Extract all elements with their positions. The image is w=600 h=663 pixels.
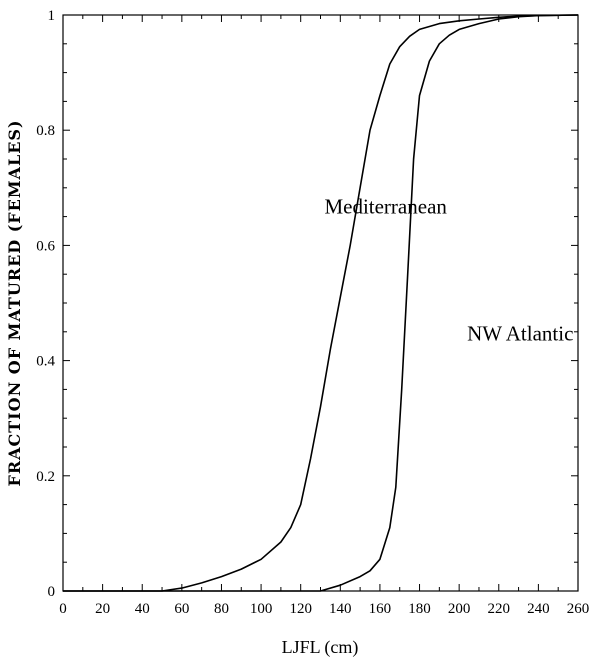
x-tick-label: 0 — [59, 601, 67, 617]
x-tick-label: 260 — [567, 601, 590, 617]
tick-marks — [62, 14, 579, 592]
x-tick-label: 60 — [174, 601, 189, 617]
x-tick-label: 200 — [448, 601, 471, 617]
x-tick-label: 180 — [408, 601, 431, 617]
series-line-nw-atlantic — [63, 14, 579, 592]
x-tick-label: 120 — [289, 601, 312, 617]
series-line-mediterranean — [63, 14, 579, 592]
annotation-nw-atlantic: NW Atlantic — [467, 321, 573, 345]
series-lines — [63, 14, 579, 592]
x-tick-label: 240 — [527, 601, 550, 617]
tick-labels: 0 20 40 60 80 100 120 140 160 180 200 220 240 260 0 0.2… — [36, 8, 589, 617]
x-tick-label: 220 — [488, 601, 511, 617]
y-tick-label: 0.8 — [36, 123, 55, 139]
x-tick-label: 20 — [95, 601, 110, 617]
annotation-mediterranean: Mediterranean — [324, 195, 447, 219]
x-tick-label: 160 — [369, 601, 392, 617]
x-tick-label: 100 — [250, 601, 273, 617]
y-tick-label: 0.4 — [36, 354, 55, 370]
annotations: Mediterranean NW Atlantic — [324, 195, 573, 346]
y-axis-label: FRACTION OF MATURED (FEMALES) — [5, 119, 24, 486]
y-tick-label: 0.6 — [36, 238, 55, 254]
x-tick-label: 80 — [214, 601, 229, 617]
plot-frame — [62, 14, 579, 592]
y-tick-label: 1 — [48, 8, 56, 24]
x-axis-label: LJFL (cm) — [282, 637, 359, 658]
y-tick-label: 0 — [48, 584, 56, 600]
y-tick-label: 0.2 — [36, 469, 55, 485]
x-tick-label: 140 — [329, 601, 352, 617]
x-tick-label: 40 — [135, 601, 150, 617]
